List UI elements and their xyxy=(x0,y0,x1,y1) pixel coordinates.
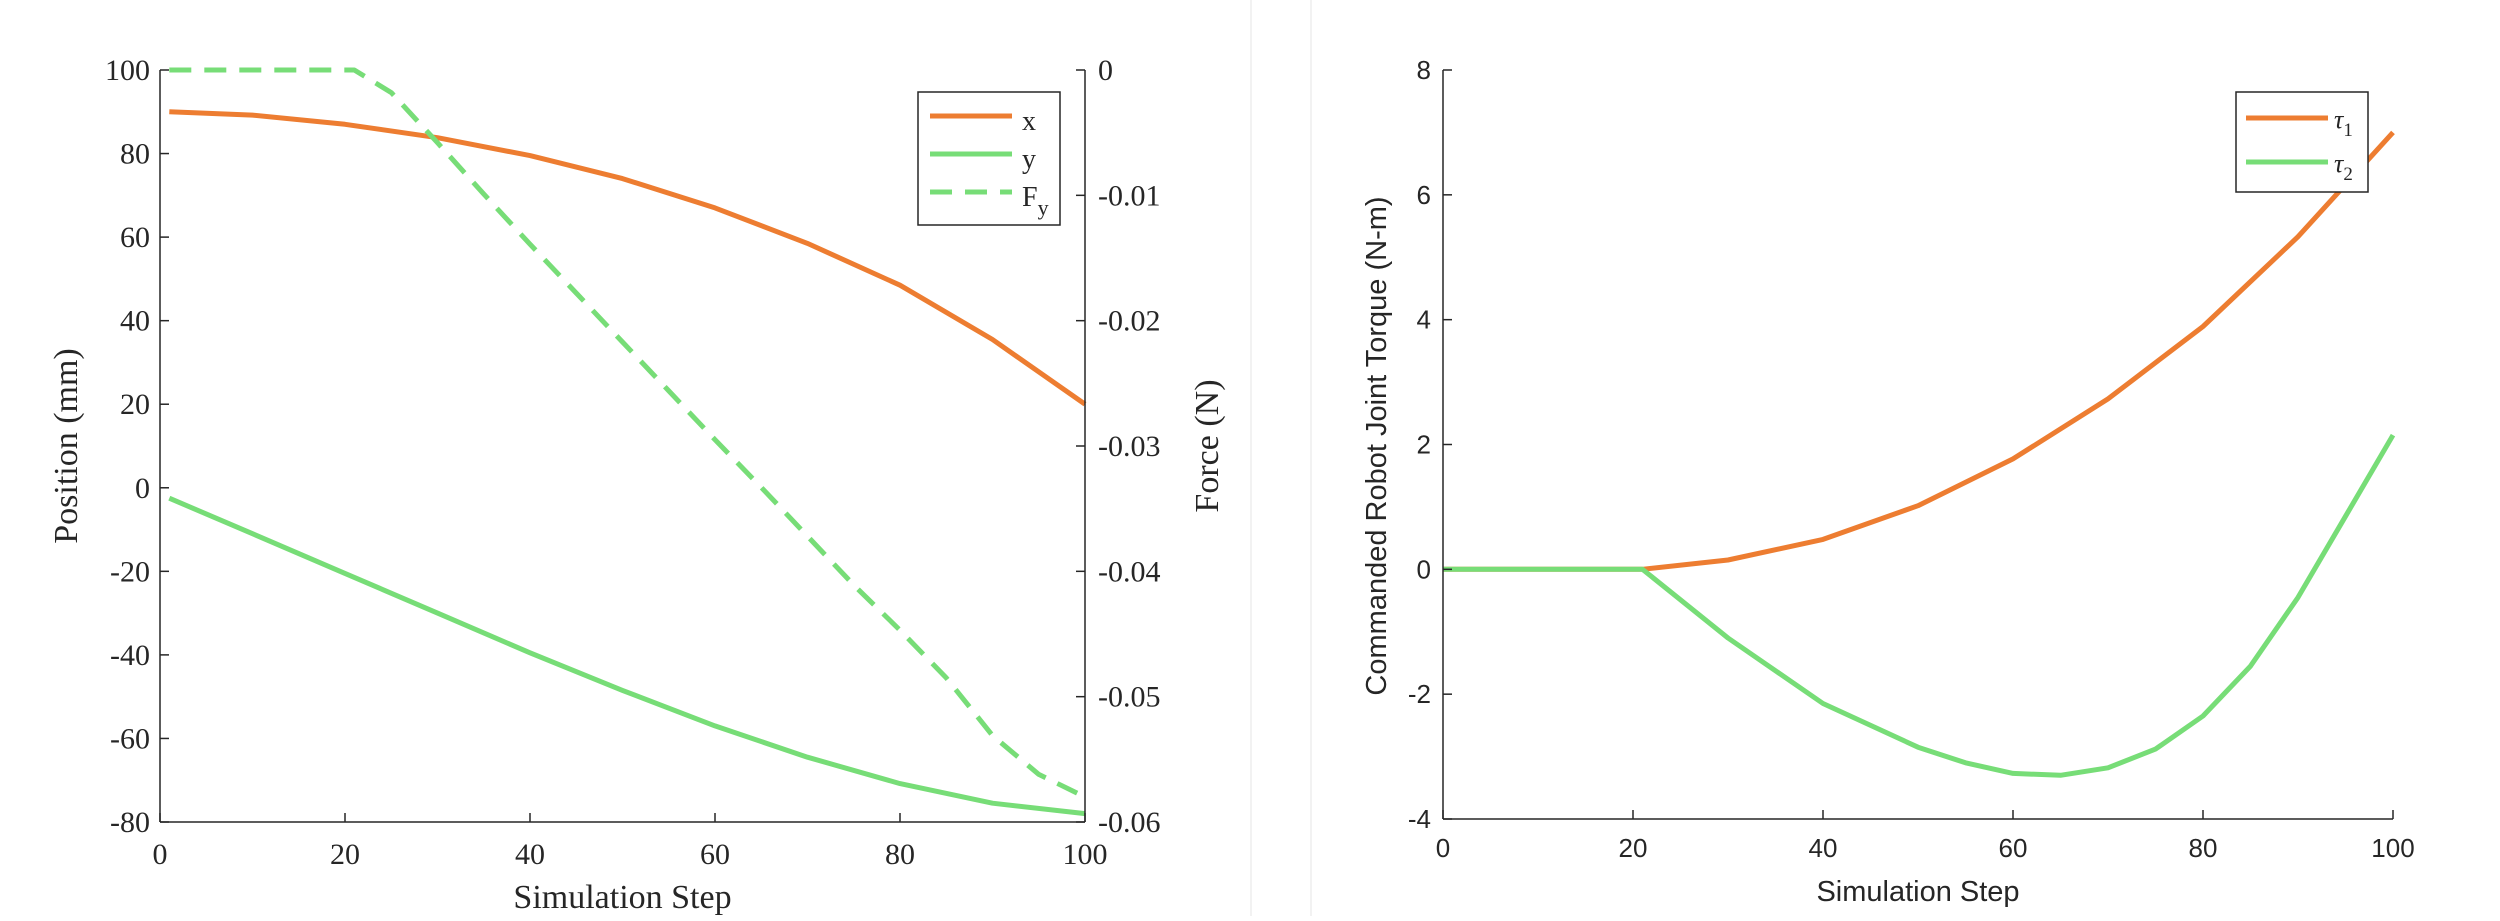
legend-label: τ2 xyxy=(2334,149,2353,185)
y2-axis-label: Force (N) xyxy=(1189,379,1226,512)
x-tick-label: 40 xyxy=(1809,833,1838,863)
y-tick-label: 2 xyxy=(1417,430,1431,460)
y-tick-label: 20 xyxy=(120,388,150,421)
x-tick-label: 40 xyxy=(515,838,545,871)
y-tick-label: -4 xyxy=(1408,804,1431,834)
series-line-x xyxy=(169,109,1087,407)
y2-tick-label: -0.02 xyxy=(1098,305,1161,338)
y2-tick-label: -0.01 xyxy=(1098,179,1161,212)
x-axis-label: Simulation Step xyxy=(1816,876,2019,908)
legend-box xyxy=(2235,91,2369,193)
x-tick-label: 80 xyxy=(2189,833,2218,863)
y-axis-label: Commanded Robot Joint Torque (N-m) xyxy=(1361,196,1393,695)
y-tick-label: 40 xyxy=(120,305,150,338)
y-tick-label: 80 xyxy=(120,138,150,171)
y-tick-label: -60 xyxy=(110,722,150,755)
panel-divider-right xyxy=(1310,0,1312,916)
x-tick-label: 0 xyxy=(1436,833,1450,863)
legend-label-subscript: 2 xyxy=(2343,164,2353,185)
y2-tick-label: -0.06 xyxy=(1098,806,1161,839)
x-tick-label: 20 xyxy=(330,838,360,871)
y-axis-label: Position (mm) xyxy=(48,348,85,544)
y-tick-label: -2 xyxy=(1408,679,1431,709)
x-tick-label: 60 xyxy=(1999,833,2028,863)
legend-label: Fy xyxy=(1022,182,1049,220)
x-tick-label: 20 xyxy=(1619,833,1648,863)
x-tick-label: 100 xyxy=(1063,838,1108,871)
y2-tick-label: -0.04 xyxy=(1098,555,1161,588)
y-tick-label: 4 xyxy=(1417,305,1431,335)
y-tick-label: -20 xyxy=(110,555,150,588)
y-tick-label: 60 xyxy=(120,221,150,254)
position-force-chart: 0 20 40 60 80 100-80-60-40-20020406080100-0.0… xyxy=(48,54,1226,916)
legend-label-text: y xyxy=(1022,144,1036,175)
legend-label: x xyxy=(1022,106,1036,137)
series-line-fy xyxy=(169,67,1087,800)
y-tick-label: 6 xyxy=(1417,180,1431,210)
legend-label-text: x xyxy=(1022,106,1036,137)
y-tick-label: -80 xyxy=(110,806,150,839)
legend-label-subscript: y xyxy=(1038,195,1049,220)
x-tick-label: 0 xyxy=(153,838,168,871)
x-tick-label: 100 xyxy=(2371,833,2414,863)
x-axis-label: Simulation Step xyxy=(513,879,731,916)
y-tick-label: 0 xyxy=(1417,554,1431,584)
y-tick-label: 100 xyxy=(105,54,150,87)
x-tick-label: 60 xyxy=(700,838,730,871)
legend-label-text: F xyxy=(1022,182,1038,213)
panel-divider-left xyxy=(1250,0,1252,916)
y2-tick-label: -0.03 xyxy=(1098,430,1161,463)
legend-label-text: τ xyxy=(2334,105,2345,134)
legend-label: y xyxy=(1022,144,1036,175)
legend-label: τ1 xyxy=(2334,105,2353,141)
y-tick-label: 8 xyxy=(1417,55,1431,85)
x-tick-label: 80 xyxy=(885,838,915,871)
joint-torque-chart: 0 20 40 60 80 100 -4 -2 0 2 4 6 8 Simulation Step Comm… xyxy=(1361,55,2415,908)
legend-label-subscript: 1 xyxy=(2343,120,2353,141)
series-line-y xyxy=(168,495,1086,817)
y2-tick-label: 0 xyxy=(1098,54,1113,87)
series-line-tau2 xyxy=(1443,433,2396,778)
y2-tick-label: -0.05 xyxy=(1098,681,1161,714)
legend-label-text: τ xyxy=(2334,149,2345,178)
plot-area-2 xyxy=(1443,70,2393,819)
y-tick-label: -40 xyxy=(110,639,150,672)
y-tick-label: 0 xyxy=(135,472,150,505)
